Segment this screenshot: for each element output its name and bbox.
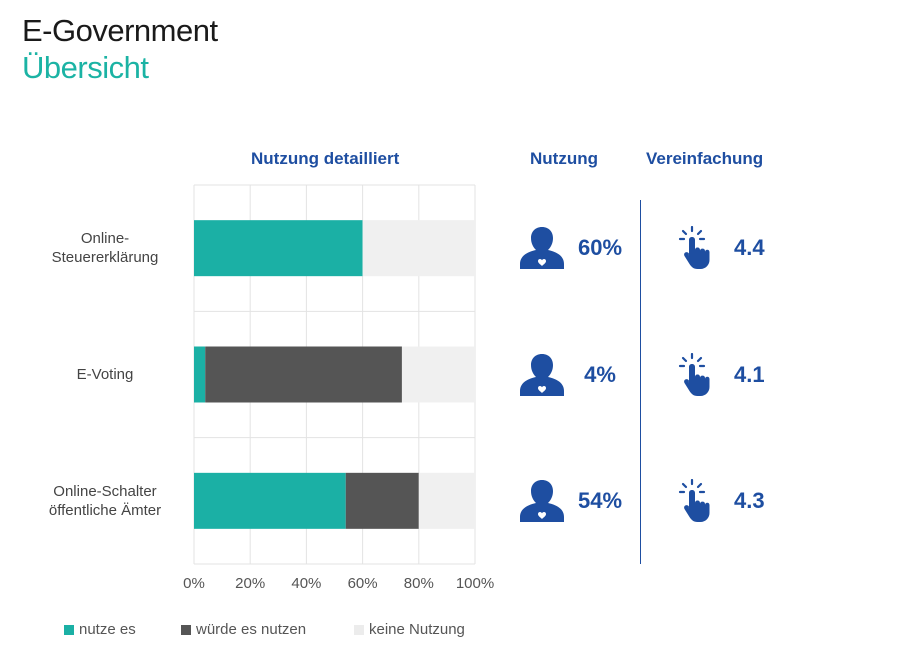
- finger-tap-icon: [678, 478, 714, 528]
- category-label: Online- Steuererklärung: [51, 230, 159, 267]
- bar-segment: [205, 346, 402, 403]
- bar-segment: [194, 472, 346, 529]
- bar-segment: [362, 220, 475, 277]
- user-heart-icon: [518, 225, 566, 276]
- simplification-value: 4.1: [734, 361, 765, 387]
- finger-tap-icon: [678, 352, 714, 402]
- legend-swatch: [354, 624, 364, 635]
- bar-segment: [194, 346, 206, 403]
- bar-segment: [345, 472, 419, 529]
- simplification-value: 4.3: [734, 487, 765, 513]
- bar-segment: [401, 346, 475, 403]
- usage-value: 60%: [577, 235, 623, 261]
- column-divider: [640, 200, 641, 564]
- user-heart-icon: [518, 352, 566, 403]
- legend-item-keine-nutzung: keine Nutzung: [354, 621, 465, 638]
- x-tick-label: 0%: [183, 575, 205, 592]
- legend-item-wuerde-es-nutzen: würde es nutzen: [181, 621, 306, 638]
- legend-item-nutze-es: nutze es: [64, 621, 136, 638]
- finger-tap-icon: [678, 226, 714, 275]
- legend-swatch: [64, 624, 74, 635]
- bar-segment: [194, 220, 363, 277]
- legend-label: nutze es: [79, 621, 136, 638]
- column-header-detail: Nutzung detailliert: [251, 149, 400, 168]
- page-subtitle: Übersicht: [22, 50, 149, 85]
- category-label: E-Voting: [76, 366, 134, 383]
- legend-label: keine Nutzung: [369, 621, 465, 638]
- x-tick-label: 20%: [235, 575, 266, 592]
- user-heart-icon: [518, 478, 566, 529]
- x-tick-label: 40%: [291, 575, 322, 592]
- column-header-usage: Nutzung: [530, 149, 598, 168]
- legend-swatch: [181, 624, 191, 635]
- x-tick-label: 80%: [403, 575, 434, 592]
- bar-segment: [418, 472, 475, 529]
- legend-label: würde es nutzen: [196, 621, 307, 638]
- x-tick-label: 60%: [347, 575, 378, 592]
- page-title: E-Government: [22, 13, 218, 48]
- category-label: Online-Schalter öffentliche Ämter: [48, 482, 162, 519]
- column-header-simplification: Vereinfachung: [646, 149, 764, 168]
- simplification-value: 4.4: [734, 235, 765, 261]
- usage-value: 54%: [577, 487, 623, 513]
- usage-value: 4%: [584, 361, 616, 387]
- x-tick-label: 100%: [455, 575, 495, 592]
